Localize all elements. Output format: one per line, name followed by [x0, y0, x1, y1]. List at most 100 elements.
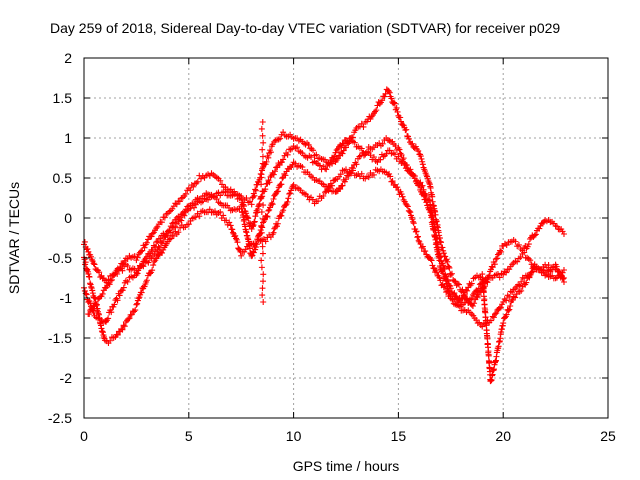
data-point-s3 [243, 210, 250, 217]
y-tick-label: -0.5 [48, 250, 72, 266]
data-point-s0 [415, 147, 422, 154]
data-point-s1 [134, 270, 141, 277]
data-point-s0 [442, 253, 449, 260]
data-point-s3 [526, 274, 533, 281]
data-point-s3 [164, 232, 171, 239]
data-point-s3 [107, 277, 114, 284]
data-point-s1 [337, 186, 344, 193]
data-point-s2 [427, 256, 434, 263]
data-point-s2 [473, 317, 480, 324]
data-point-s3 [249, 223, 256, 230]
data-point-s3 [124, 262, 131, 269]
data-point-s3 [411, 175, 418, 182]
data-point-s0 [90, 260, 97, 267]
data-point-s1 [249, 252, 256, 259]
data-point-s1 [333, 188, 340, 195]
data-point-s3 [460, 292, 467, 299]
data-point-s3 [358, 145, 365, 152]
data-point-s1 [153, 239, 160, 246]
data-point-s0 [512, 238, 519, 245]
data-point-s1 [279, 175, 286, 182]
data-point-s2 [422, 248, 429, 255]
data-point-s2 [138, 289, 145, 296]
data-point-s1 [525, 255, 532, 262]
data-point-s0 [134, 254, 141, 261]
data-point-s0 [187, 187, 194, 194]
data-point-s0 [343, 144, 349, 151]
data-point-s0 [388, 95, 395, 102]
data-point-s0 [524, 243, 531, 250]
data-point-s0 [243, 195, 250, 202]
data-point-s0 [448, 270, 455, 277]
data-point-s1 [521, 249, 528, 256]
data-point-s3 [316, 162, 323, 169]
data-point-s3 [232, 190, 239, 197]
data-point-s1 [116, 292, 123, 299]
data-point-s0 [84, 245, 91, 252]
data-point-s3 [245, 215, 252, 222]
data-point-s2 [398, 191, 405, 198]
data-point-s2 [88, 283, 95, 290]
data-point-s0 [391, 100, 398, 107]
data-point-s0 [358, 120, 365, 127]
data-point-s0 [81, 238, 88, 245]
data-point-s3 [278, 159, 285, 166]
data-point-s3 [131, 265, 138, 272]
data-point-s0 [194, 178, 201, 185]
y-tick-label: 2 [64, 50, 72, 66]
data-point-s0 [141, 244, 148, 251]
x-tick-label: 15 [391, 428, 407, 444]
data-point-s2 [120, 322, 127, 329]
data-point-s2 [150, 262, 157, 269]
data-point-s1 [379, 140, 386, 147]
y-tick-label: 1.5 [53, 90, 73, 106]
data-point-spike-0 [259, 167, 266, 174]
data-point-s1 [289, 162, 296, 169]
data-point-s0 [310, 147, 317, 154]
data-point-s2 [159, 249, 166, 256]
y-tick-label: -1 [60, 290, 73, 306]
data-point-s2 [456, 303, 463, 310]
data-point-s0 [531, 232, 538, 239]
y-tick-label: -2 [60, 370, 73, 386]
data-point-s3 [529, 265, 536, 272]
data-point-s3 [443, 280, 450, 287]
data-point-s3 [172, 223, 179, 230]
data-point-s0 [267, 149, 274, 156]
data-point-s0 [471, 300, 478, 307]
data-point-s2 [479, 323, 486, 330]
data-point-s3 [439, 267, 446, 274]
data-point-s0 [419, 158, 426, 165]
data-point-s2 [185, 221, 192, 228]
data-point-s3 [436, 257, 443, 264]
data-point-s1 [124, 278, 131, 285]
data-point-s3 [340, 140, 347, 147]
data-point-s0 [423, 172, 430, 179]
data-point-s2 [410, 220, 417, 227]
data-point-s0 [372, 108, 379, 115]
data-point-s0 [131, 253, 138, 260]
plot-frame [83, 57, 609, 419]
data-point-spike-0 [259, 215, 266, 222]
x-tick-label: 0 [80, 428, 88, 444]
data-point-spike-0 [259, 243, 266, 250]
data-point-s3 [518, 287, 525, 294]
data-point-s2 [309, 196, 316, 203]
data-point-s2 [125, 315, 132, 322]
data-point-s2 [428, 257, 435, 264]
data-point-s2 [175, 229, 182, 236]
data-point-s2 [131, 308, 138, 315]
data-point-s3 [294, 144, 301, 151]
data-point-s2 [134, 300, 141, 307]
data-point-s3 [119, 267, 126, 274]
data-point-s1 [503, 269, 510, 276]
data-point-s2 [503, 297, 510, 304]
data-point-spike-0 [258, 209, 265, 215]
data-point-s2 [496, 305, 503, 312]
data-point-s1 [252, 244, 259, 251]
data-point-spike-0 [258, 222, 265, 229]
data-point-s3 [234, 195, 241, 202]
data-point-s3 [212, 193, 218, 200]
data-point-s3 [86, 311, 93, 318]
